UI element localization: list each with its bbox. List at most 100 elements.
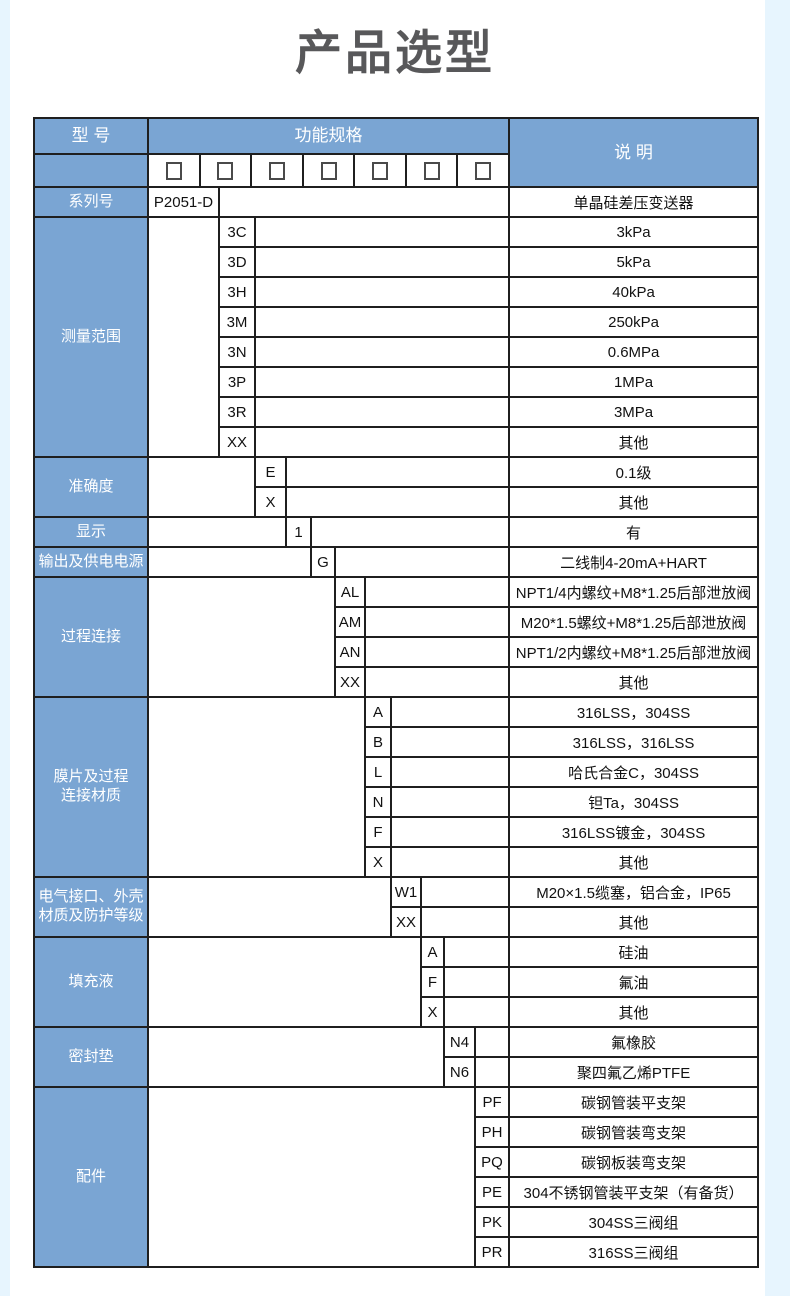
- code-cell: 3C: [218, 216, 256, 248]
- section-label-process-connection: 过程连接: [33, 576, 149, 698]
- code-cell: PH: [473, 1116, 511, 1148]
- spacer-cell: [389, 696, 511, 728]
- description-cell: 硅油: [508, 936, 760, 968]
- section-label-accessories: 配件: [33, 1086, 149, 1268]
- code-cell: G: [310, 546, 336, 578]
- code-cell: 3D: [218, 246, 256, 278]
- checkbox-slot: [355, 156, 407, 185]
- checkbox-icon: [320, 161, 337, 180]
- checkbox-slot: [201, 156, 253, 185]
- description-cell: 250kPa: [508, 306, 760, 338]
- description-cell: 碳钢管装平支架: [508, 1086, 760, 1118]
- code-cell: F: [364, 816, 392, 848]
- description-cell: 316LSS，316LSS: [508, 726, 760, 758]
- section-label-series-number: 系列号: [33, 186, 149, 218]
- spacer-cell: [309, 516, 511, 548]
- checkbox-slot: [252, 156, 304, 185]
- checkbox-icon: [372, 161, 389, 180]
- description-cell: 316SS三阀组: [508, 1236, 760, 1268]
- spacer-cell: [253, 426, 511, 458]
- checkbox-slot: [304, 156, 356, 185]
- code-cell: 3M: [218, 306, 256, 338]
- code-cell: E: [254, 456, 287, 488]
- spacer-cell: [253, 276, 511, 308]
- description-cell: 0.6MPa: [508, 336, 760, 368]
- checkbox-icon: [423, 161, 440, 180]
- description-cell: 其他: [508, 846, 760, 878]
- code-cell: XX: [390, 906, 422, 938]
- right-edge-decoration: [765, 0, 790, 1296]
- description-cell: 单晶硅差压变送器: [508, 186, 760, 218]
- description-cell: 3MPa: [508, 396, 760, 428]
- checkbox-row: [146, 153, 511, 188]
- code-cell: PF: [473, 1086, 511, 1118]
- code-cell: AL: [334, 576, 366, 608]
- spacer-cell: [253, 216, 511, 248]
- spacer-cell: [253, 366, 511, 398]
- spacer-cell: [147, 216, 220, 458]
- checkbox-icon: [268, 161, 285, 180]
- description-cell: 304SS三阀组: [508, 1206, 760, 1238]
- description-cell: 0.1级: [508, 456, 760, 488]
- section-label-measuring-range: 测量范围: [33, 216, 149, 458]
- description-cell: 二线制4-20mA+HART: [508, 546, 760, 578]
- spacer-cell: [363, 606, 511, 638]
- spacer-cell: [419, 876, 511, 908]
- code-cell: W1: [390, 876, 422, 908]
- description-cell: 哈氏合金C，304SS: [508, 756, 760, 788]
- code-cell: N: [364, 786, 392, 818]
- spacer-cell: [389, 846, 511, 878]
- spacer-cell: [253, 306, 511, 338]
- description-cell: 氟油: [508, 966, 760, 998]
- checkbox-icon: [475, 161, 492, 180]
- column-header-description: 说 明: [508, 117, 760, 188]
- section-label-display: 显示: [33, 516, 149, 548]
- description-cell: NPT1/4内螺纹+M8*1.25后部泄放阀: [508, 576, 760, 608]
- spacer-cell: [147, 1026, 445, 1088]
- section-label-accuracy: 准确度: [33, 456, 149, 518]
- description-cell: 钽Ta，304SS: [508, 786, 760, 818]
- header-spacer-cell: [33, 153, 149, 188]
- description-cell: 其他: [508, 486, 760, 518]
- code-cell: X: [364, 846, 392, 878]
- code-cell: PE: [473, 1176, 511, 1208]
- spacer-cell: [147, 516, 287, 548]
- description-cell: 其他: [508, 426, 760, 458]
- spacer-cell: [442, 966, 511, 998]
- code-cell: L: [364, 756, 392, 788]
- spacer-cell: [419, 906, 511, 938]
- code-cell: P2051-D: [147, 186, 220, 218]
- spacer-cell: [473, 1026, 511, 1058]
- description-cell: M20*1.5螺纹+M8*1.25后部泄放阀: [508, 606, 760, 638]
- spacer-cell: [147, 876, 392, 938]
- spacer-cell: [389, 756, 511, 788]
- left-edge-decoration: [0, 0, 10, 1296]
- spacer-cell: [147, 546, 312, 578]
- code-cell: XX: [334, 666, 366, 698]
- spacer-cell: [284, 456, 511, 488]
- spacer-cell: [442, 936, 511, 968]
- spacer-cell: [217, 186, 511, 218]
- spacer-cell: [147, 1086, 476, 1268]
- spacer-cell: [389, 816, 511, 848]
- code-cell: AN: [334, 636, 366, 668]
- description-cell: 其他: [508, 996, 760, 1028]
- code-cell: A: [420, 936, 445, 968]
- spacer-cell: [389, 726, 511, 758]
- description-cell: 有: [508, 516, 760, 548]
- description-cell: 碳钢板装弯支架: [508, 1146, 760, 1178]
- description-cell: 其他: [508, 906, 760, 938]
- checkbox-icon: [165, 161, 182, 180]
- description-cell: M20×1.5缆塞，铝合金，IP65: [508, 876, 760, 908]
- spacer-cell: [147, 936, 422, 1028]
- description-cell: 碳钢管装弯支架: [508, 1116, 760, 1148]
- section-label-output-power-supply: 输出及供电电源: [33, 546, 149, 578]
- code-cell: F: [420, 966, 445, 998]
- checkbox-icon: [217, 161, 234, 180]
- description-cell: 1MPa: [508, 366, 760, 398]
- spacer-cell: [363, 636, 511, 668]
- code-cell: A: [364, 696, 392, 728]
- description-cell: 40kPa: [508, 276, 760, 308]
- code-cell: X: [420, 996, 445, 1028]
